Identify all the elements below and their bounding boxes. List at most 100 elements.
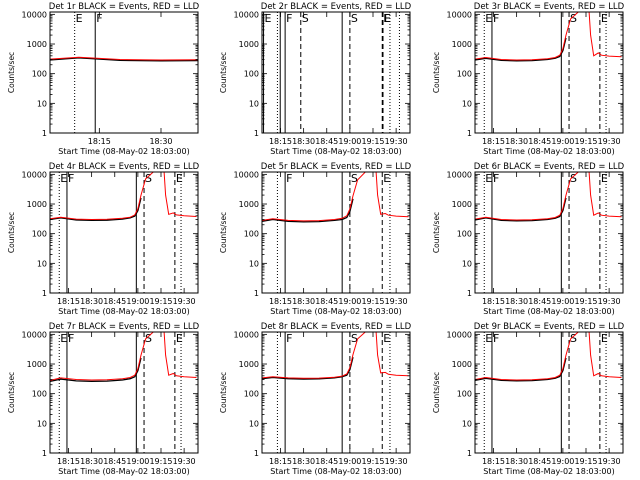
y-tick-label: 100 <box>32 230 47 239</box>
x-tick-label: 18:45 <box>528 457 551 466</box>
x-tick-label: 19:30 <box>385 297 408 306</box>
series-line-events <box>475 37 567 62</box>
series-line-lld <box>475 172 622 221</box>
y-tick-label: 10 <box>37 99 47 108</box>
panel-title: Det 1r BLACK = Events, RED = LLD <box>49 2 200 12</box>
panel-title: Det 9r BLACK = Events, RED = LLD <box>474 322 625 332</box>
y-tick-label: 10 <box>462 419 472 428</box>
x-tick-label: 19:30 <box>385 137 408 146</box>
y-tick-label: 1 <box>254 289 259 298</box>
y-axis-label: Counts/sec <box>432 212 441 253</box>
panel-title: Det 4r BLACK = Events, RED = LLD <box>49 162 200 172</box>
marker-label: E <box>176 332 183 345</box>
x-axis-label: Start Time (08-May-02 18:03:00) <box>483 467 614 476</box>
y-tick-label: 100 <box>32 70 47 79</box>
marker-label: E <box>176 172 183 185</box>
y-tick-label: 1 <box>42 449 47 458</box>
x-axis-label: Start Time (08-May-02 18:03:00) <box>483 307 614 316</box>
y-tick-label: 10 <box>462 99 472 108</box>
x-tick-label: 19:00 <box>551 457 574 466</box>
series-line-lld <box>475 12 622 61</box>
plot-frame <box>49 11 199 134</box>
x-tick-label: 18:15 <box>57 297 80 306</box>
marker-label: S <box>351 172 358 185</box>
y-tick-label: 10000 <box>22 330 47 339</box>
x-tick-label: 19:30 <box>173 297 196 306</box>
x-tick-label: 19:00 <box>126 457 149 466</box>
x-tick-label: 19:15 <box>361 457 384 466</box>
y-tick-label: 100 <box>244 230 259 239</box>
y-tick-label: 1000 <box>27 200 47 209</box>
plot-frame <box>474 171 624 294</box>
x-tick-label: 18:30 <box>80 457 103 466</box>
series-line-events <box>50 57 198 62</box>
x-tick-label: 19:15 <box>574 457 597 466</box>
marker-label: F <box>68 332 74 345</box>
marker-label: F <box>286 332 292 345</box>
x-tick-label: 18:30 <box>505 137 528 146</box>
series-line-lld <box>262 172 409 222</box>
marker-label: E <box>60 172 67 185</box>
y-tick-label: 10000 <box>22 10 47 19</box>
x-tick-label: 18:30 <box>292 457 315 466</box>
y-tick-label: 100 <box>457 390 472 399</box>
x-tick-label: 18:15 <box>482 297 505 306</box>
series-line-lld <box>475 332 622 381</box>
series-line-events <box>262 357 354 380</box>
x-tick-label: 19:15 <box>361 137 384 146</box>
panel-title: Det 2r BLACK = Events, RED = LLD <box>261 2 412 12</box>
y-tick-label: 1 <box>467 449 472 458</box>
x-tick-label: 18:30 <box>292 137 315 146</box>
y-tick-label: 1 <box>254 129 259 138</box>
x-tick-label: 19:15 <box>149 457 172 466</box>
plot-frame <box>474 11 624 134</box>
marker-label: S <box>570 12 577 25</box>
x-tick-label: 18:15 <box>269 457 292 466</box>
x-tick-label: 18:45 <box>315 297 338 306</box>
y-tick-label: 10000 <box>234 170 259 179</box>
y-axis-label: Counts/sec <box>219 372 228 413</box>
y-tick-label: 10000 <box>447 330 472 339</box>
series-line-events <box>262 198 354 223</box>
marker-label: F <box>68 172 74 185</box>
y-tick-label: 10000 <box>234 10 259 19</box>
marker-label: S <box>145 332 152 345</box>
panel-title: Det 8r BLACK = Events, RED = LLD <box>261 322 412 332</box>
x-axis-label: Start Time (08-May-02 18:03:00) <box>58 307 189 316</box>
marker-label: S <box>351 12 358 25</box>
y-tick-label: 100 <box>244 70 259 79</box>
y-tick-label: 10 <box>249 259 259 268</box>
y-tick-label: 10000 <box>447 170 472 179</box>
y-tick-label: 10 <box>37 259 47 268</box>
series-line-events <box>50 197 142 222</box>
series-line-events <box>475 357 567 382</box>
marker-label: S <box>570 172 577 185</box>
series-line-events <box>475 197 567 222</box>
y-tick-label: 10 <box>249 99 259 108</box>
x-tick-label: 19:30 <box>598 297 621 306</box>
x-axis-label: Start Time (08-May-02 18:03:00) <box>270 147 401 156</box>
marker-label: E <box>383 332 390 345</box>
x-tick-label: 19:30 <box>173 457 196 466</box>
y-tick-label: 1 <box>42 289 47 298</box>
x-tick-label: 18:15 <box>57 457 80 466</box>
marker-label: E <box>485 12 492 25</box>
marker-label: E <box>76 12 83 25</box>
x-tick-label: 18:45 <box>103 457 126 466</box>
x-tick-label: 18:30 <box>505 457 528 466</box>
y-tick-label: 1 <box>467 289 472 298</box>
x-tick-label: 19:15 <box>149 297 172 306</box>
x-tick-label: 19:00 <box>551 297 574 306</box>
y-tick-label: 1000 <box>239 40 259 49</box>
x-tick-label: 19:30 <box>598 137 621 146</box>
y-tick-label: 1000 <box>239 200 259 209</box>
x-tick-label: 19:00 <box>551 137 574 146</box>
y-axis-label: Counts/sec <box>7 372 16 413</box>
plot-frame <box>474 331 624 454</box>
